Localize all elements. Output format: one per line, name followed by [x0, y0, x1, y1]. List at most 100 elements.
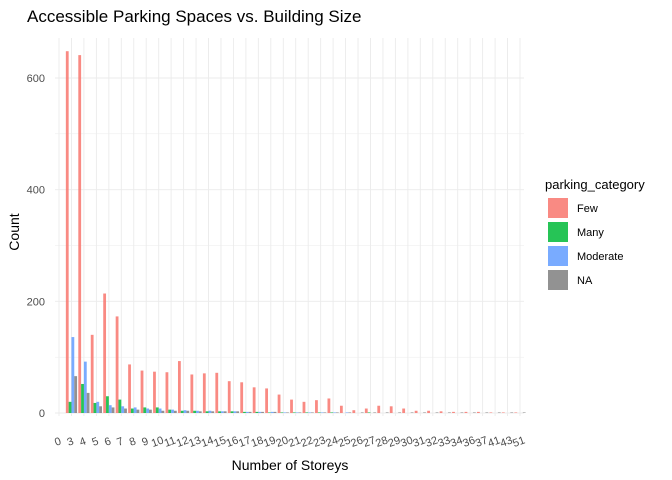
legend-key-moderate — [548, 246, 568, 266]
bar-moderate-18 — [258, 411, 262, 413]
bar-na-8 — [136, 409, 140, 413]
bar-na-21 — [298, 412, 302, 413]
x-tick-label: 26 — [349, 434, 365, 449]
bar-few-6 — [103, 293, 107, 413]
bar-moderate-8 — [133, 407, 137, 413]
x-tick-label: 17 — [237, 434, 253, 449]
bar-na-26 — [360, 412, 364, 413]
bar-moderate-9 — [146, 408, 150, 413]
legend-label-moderate: Moderate — [577, 251, 623, 263]
bar-few-27 — [364, 408, 368, 413]
bar-few-41 — [489, 412, 493, 413]
bar-na-9 — [149, 409, 152, 413]
bar-na-36 — [472, 412, 476, 413]
bar-na-37 — [485, 412, 489, 413]
bar-na-22 — [310, 412, 314, 413]
bar-na-25 — [348, 412, 352, 413]
x-tick-label: 8 — [128, 435, 138, 448]
bar-moderate-4 — [83, 361, 87, 413]
bar-many-22 — [305, 412, 309, 413]
bar-many-18 — [255, 411, 259, 413]
bar-moderate-19 — [270, 411, 274, 413]
bar-na-7 — [124, 408, 127, 413]
bar-na-5 — [99, 406, 102, 413]
bar-na-51 — [522, 412, 526, 413]
x-tick-label: 7 — [115, 435, 125, 448]
legend-label-na: NA — [577, 275, 593, 287]
bars — [65, 51, 526, 414]
bar-moderate-12 — [183, 410, 187, 413]
bar-few-17 — [240, 382, 244, 413]
bar-few-30 — [402, 408, 406, 413]
y-tick-label: 200 — [27, 296, 45, 308]
bar-many-8 — [130, 408, 134, 413]
bar-na-12 — [186, 410, 190, 413]
x-tick-label: 36 — [461, 434, 477, 449]
bar-few-15 — [215, 372, 219, 413]
x-tick-label: 3 — [66, 435, 76, 448]
bar-few-24 — [327, 398, 331, 413]
x-tick-label: 30 — [399, 434, 415, 449]
bar-many-24 — [330, 412, 334, 413]
bar-many-12 — [180, 410, 184, 413]
legend-label-many: Many — [577, 227, 604, 239]
x-tick-label: 23 — [312, 434, 328, 449]
x-tick-label: 12 — [175, 434, 191, 449]
bar-few-10 — [153, 371, 156, 413]
x-tick-label: 33 — [436, 434, 452, 449]
x-tick-label: 34 — [449, 434, 465, 449]
bar-many-21 — [292, 412, 296, 413]
x-tick-label: 28 — [374, 434, 390, 449]
bar-few-14 — [202, 373, 206, 413]
bar-many-20 — [280, 412, 284, 413]
bar-moderate-3 — [71, 337, 75, 413]
bar-few-16 — [227, 381, 231, 413]
bar-many-16 — [230, 411, 234, 413]
bar-few-4 — [78, 55, 82, 414]
y-tick-label: 400 — [27, 185, 45, 197]
bar-moderate-17 — [245, 411, 249, 413]
bar-na-27 — [373, 412, 377, 413]
bar-many-3 — [68, 401, 72, 413]
x-axis-title: Number of Storeys — [232, 457, 349, 473]
bar-few-32 — [427, 410, 430, 413]
x-tick-label: 24 — [324, 434, 340, 449]
y-tick-labels: 0 200 400 600 — [27, 73, 45, 420]
bar-moderate-22 — [308, 412, 311, 413]
bar-moderate-11 — [171, 409, 174, 413]
bar-na-18 — [261, 411, 264, 413]
bar-na-33 — [448, 412, 451, 413]
x-tick-label: 18 — [250, 434, 266, 449]
bar-na-19 — [273, 411, 277, 413]
x-tick-label: 16 — [225, 434, 241, 449]
bar-many-9 — [143, 407, 147, 413]
bar-na-23 — [323, 412, 327, 413]
bar-na-28 — [385, 412, 389, 413]
y-tick-label: 600 — [27, 73, 45, 85]
bar-moderate-14 — [208, 410, 212, 413]
gridlines — [55, 38, 524, 416]
x-tick-label: 15 — [212, 434, 228, 449]
bar-na-32 — [435, 412, 439, 413]
bar-moderate-13 — [196, 410, 199, 413]
bar-few-31 — [414, 410, 418, 413]
bar-few-51 — [514, 412, 518, 413]
bar-na-14 — [211, 411, 215, 413]
bar-na-41 — [497, 412, 501, 413]
bar-moderate-20 — [283, 412, 287, 413]
bar-moderate-23 — [320, 412, 324, 413]
y-axis-title: Count — [6, 213, 22, 250]
bar-few-3 — [65, 51, 69, 413]
bar-many-17 — [243, 411, 246, 413]
bar-na-31 — [423, 412, 426, 413]
x-tick-label: 31 — [411, 434, 427, 449]
x-tick-label: 0 — [53, 435, 63, 448]
bar-few-5 — [90, 334, 94, 413]
bar-na-34 — [460, 412, 464, 413]
bar-na-4 — [86, 392, 90, 413]
bar-many-13 — [193, 410, 197, 413]
bar-few-22 — [302, 401, 306, 413]
bar-na-6 — [111, 407, 115, 413]
bar-many-14 — [205, 411, 209, 413]
